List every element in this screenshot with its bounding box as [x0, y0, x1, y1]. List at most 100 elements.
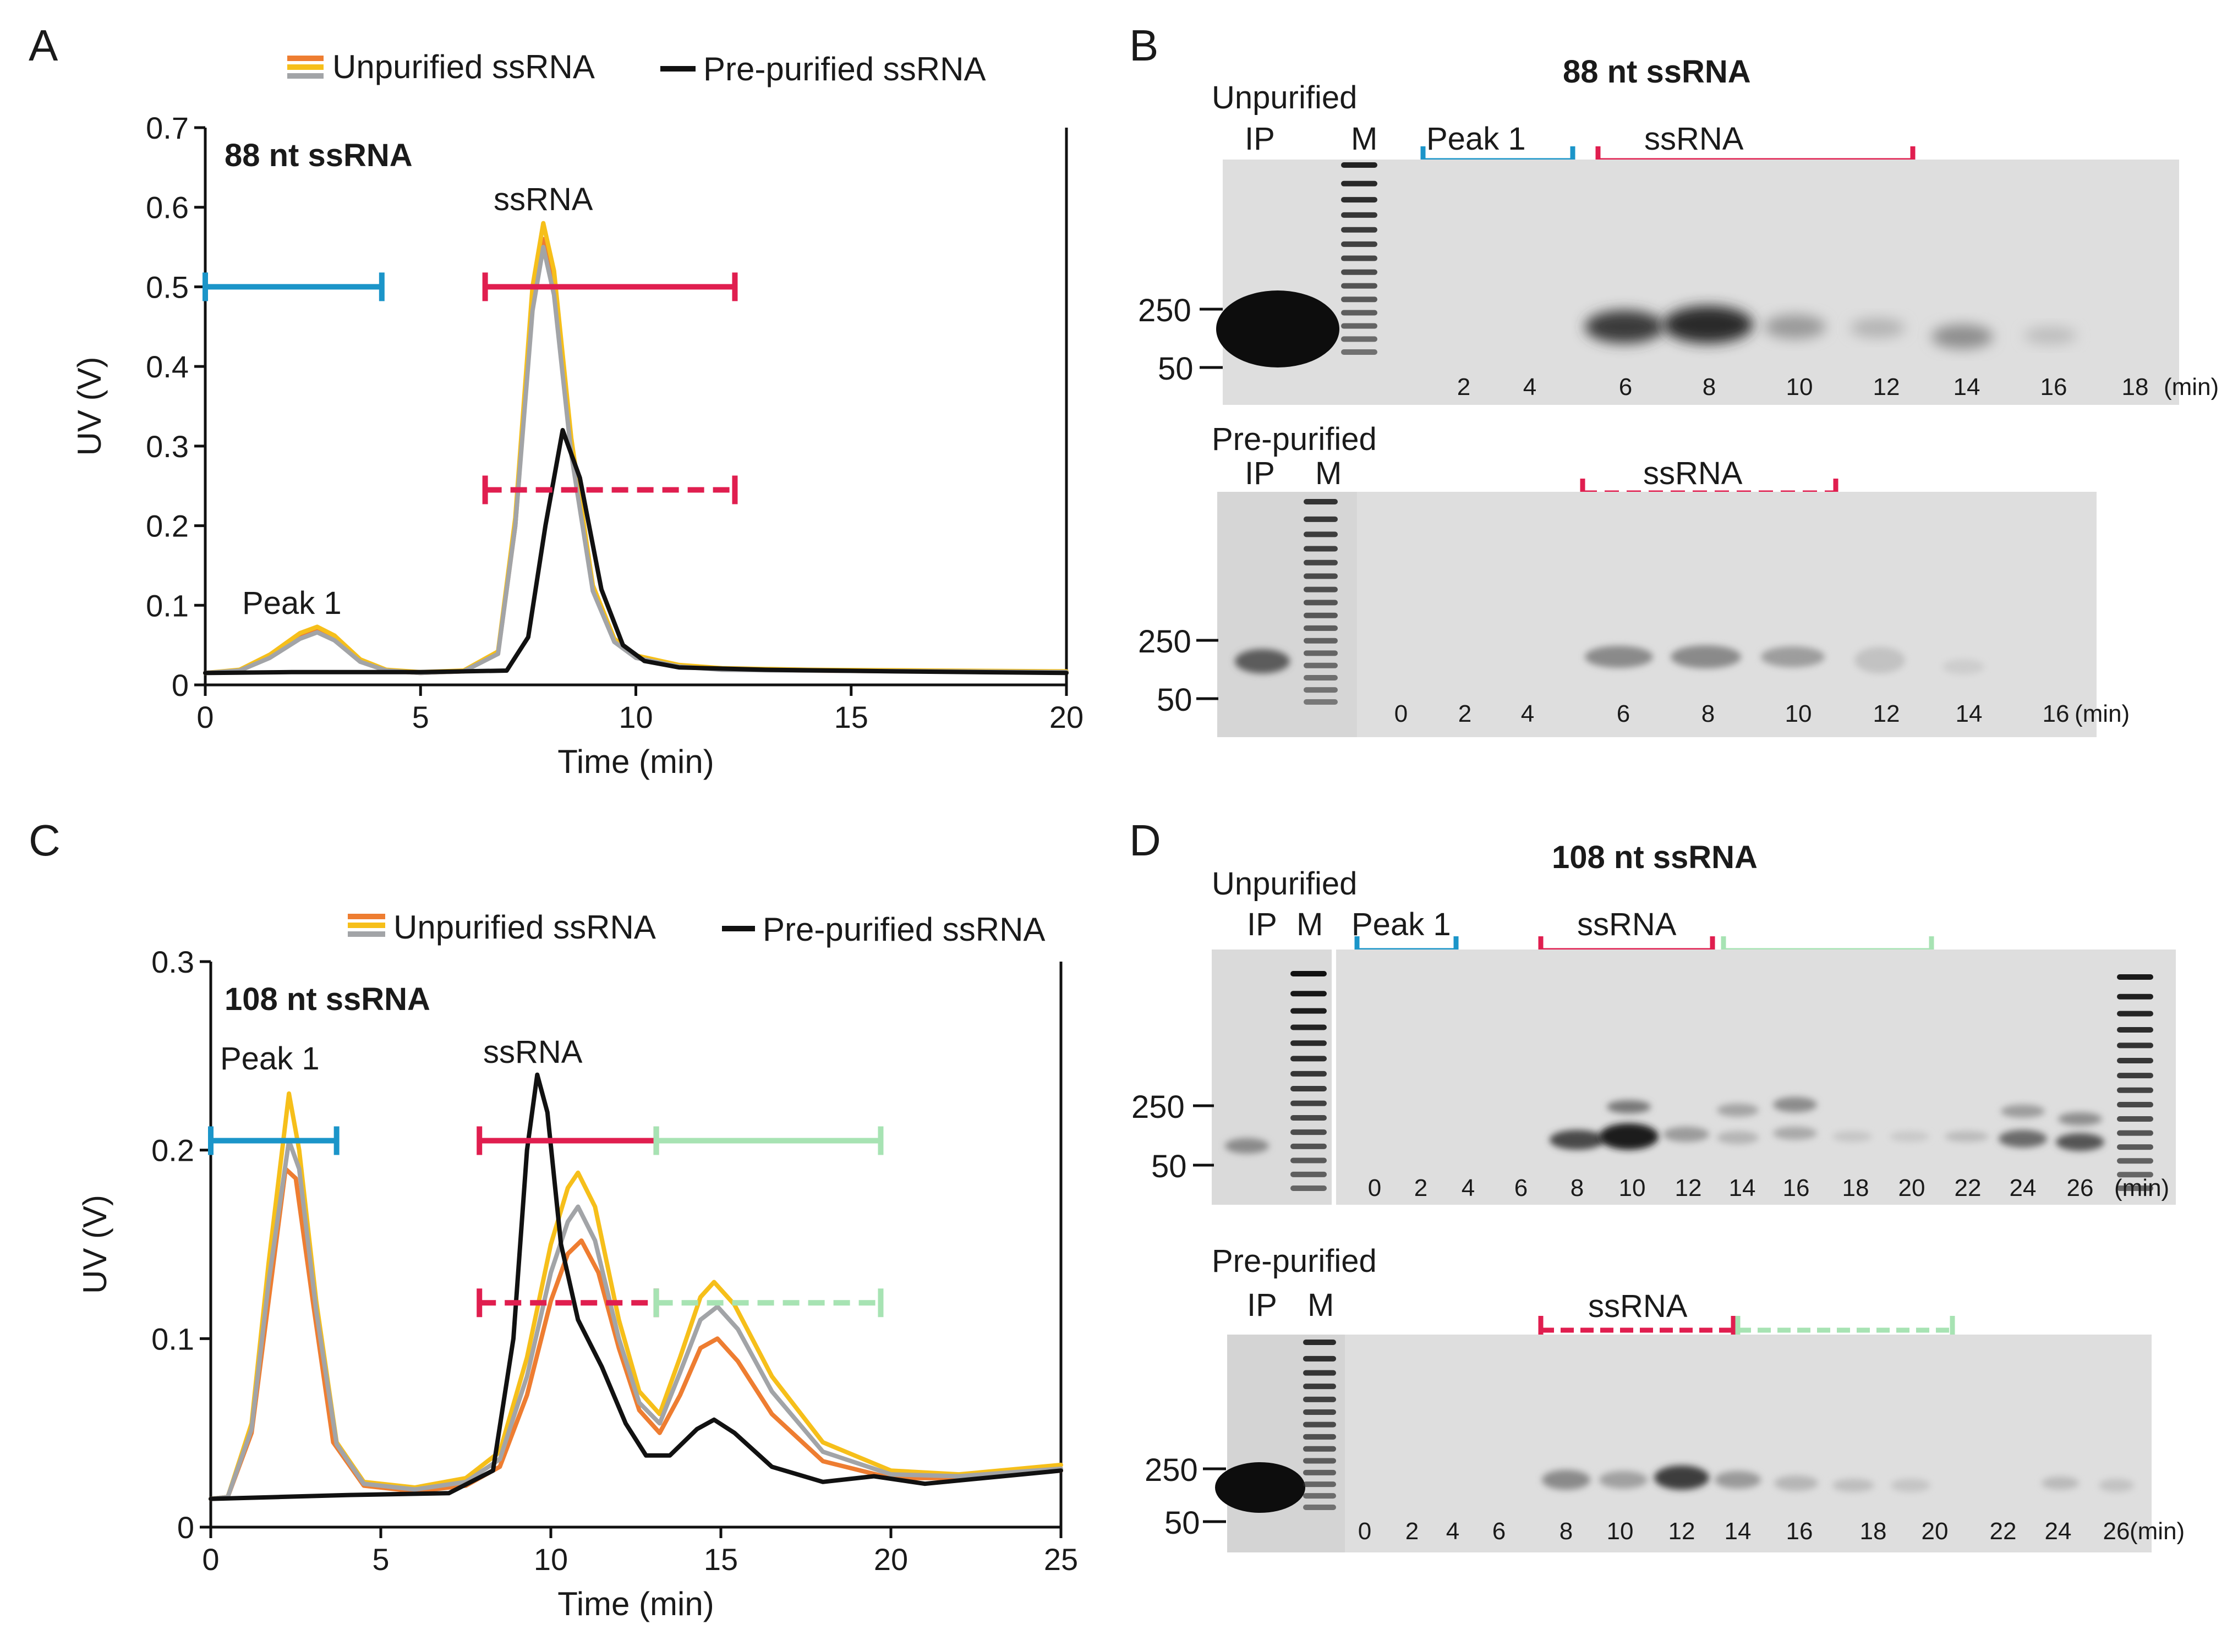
panel-d: D 108 nt ssRNA Unpurified IP M Peak 1 ss… — [1129, 816, 2185, 1552]
ladder-band — [1303, 1355, 1336, 1362]
x-tick-label: 10 — [619, 700, 653, 734]
gel-d-unpurified-ladder-left — [1290, 971, 1327, 1191]
ladder-band — [1290, 1115, 1327, 1121]
gel-d-prepurified-unit: (min) — [2130, 1518, 2185, 1545]
gel-band — [1891, 1479, 1930, 1492]
lane-time-label: 0 — [1368, 1174, 1381, 1201]
lane-time-label: 26 — [2103, 1518, 2130, 1545]
chart-c-title: 108 nt ssRNA — [225, 981, 430, 1017]
x-tick-label: 0 — [202, 1542, 219, 1577]
fraction-bracket — [482, 475, 738, 504]
lane-time-label: 14 — [1954, 374, 1980, 400]
lane-time-label: 18 — [1860, 1518, 1887, 1545]
panel-letter-a: A — [29, 21, 58, 70]
ladder-band — [1341, 310, 1377, 316]
gel-band — [1945, 1131, 1989, 1142]
x-tick-label: 10 — [534, 1542, 568, 1577]
gel-band — [1774, 1475, 1818, 1491]
lane-time-label: 14 — [1956, 700, 1983, 727]
panel-c: C Unpurified ssRNA Pre-purified ssRNA 00… — [29, 816, 1078, 1622]
gel-band — [1773, 1097, 1817, 1112]
gel-band — [1607, 1100, 1651, 1113]
lane-time-label: 6 — [1617, 700, 1630, 727]
ladder-band — [2117, 1144, 2153, 1150]
gel-band — [1585, 646, 1653, 668]
chart-c-peak1-annotation: Peak 1 — [220, 1041, 320, 1077]
ladder-band — [2117, 1042, 2153, 1049]
gel-d-prepurified-ladder — [1303, 1340, 1336, 1510]
gel-d-unpurified-time-labels: 0 2 4 6 8 10 12 14 16 18 20 22 24 26 — [1368, 1174, 2094, 1201]
ladder-band — [1290, 1186, 1327, 1191]
gel-b-prepurified: Pre-purified IP M ssRNA 250 5 — [1138, 421, 2130, 737]
ladder-band — [1304, 573, 1338, 579]
chart-c: 0 0.1 0.2 0.3 0 5 10 15 20 25 Time (min) UV (V) — [76, 945, 1078, 1622]
gel-band — [1854, 647, 1905, 673]
y-tick-label: 0.5 — [146, 270, 189, 304]
ladder-band — [1290, 1171, 1327, 1177]
ladder-band — [1303, 1370, 1336, 1376]
ladder-band — [1341, 269, 1377, 275]
panel-b: B 88 nt ssRNA Unpurified IP M Peak 1 ssR… — [1129, 21, 2219, 737]
chart-a-ssrna-annotation: ssRNA — [494, 182, 593, 217]
gel-b-unpurified-ladder — [1341, 162, 1377, 355]
x-tick-label: 20 — [874, 1542, 908, 1577]
chart-a: 0 0.1 0.2 0.3 0.4 0.5 0.6 0.7 0 5 10 15 20 Time (min)… — [71, 111, 1084, 780]
fraction-bracket — [477, 1288, 659, 1318]
series-line — [209, 1138, 1063, 1501]
ladder-band — [1304, 546, 1338, 552]
gel-d-prepurified-ip-label: IP — [1247, 1287, 1277, 1323]
legend-a: Unpurified ssRNA Pre-purified ssRNA — [287, 48, 986, 87]
ladder-band — [1304, 638, 1338, 644]
gel-band — [1764, 315, 1826, 339]
ladder-band — [2117, 1102, 2153, 1108]
ladder-band — [1290, 1100, 1327, 1106]
y-tick-label: 0.3 — [151, 945, 194, 979]
y-tick-label: 0.2 — [151, 1133, 194, 1168]
lane-time-label: 16 — [1783, 1174, 1810, 1201]
gel-d-prepurified-size-markers: 250 50 — [1145, 1452, 1226, 1541]
gel-d-unpurified-peak1-label: Peak 1 — [1351, 907, 1451, 942]
ladder-band — [1303, 1396, 1336, 1402]
gel-d-prepurified-image — [1227, 1335, 2152, 1552]
gel-band — [1550, 1130, 1605, 1150]
gel-b-prepurified-image — [1217, 492, 2097, 737]
x-tick-label: 5 — [412, 700, 429, 734]
panel-letter-d: D — [1129, 816, 1161, 865]
ladder-band — [1304, 531, 1338, 537]
panel-b-title: 88 nt ssRNA — [1563, 54, 1751, 90]
gel-b-prepurified-m-label: M — [1315, 455, 1342, 491]
lane-time-label: 26 — [2067, 1174, 2094, 1201]
lane-time-label: 16 — [2043, 700, 2070, 727]
ladder-band — [1341, 283, 1377, 289]
lane-time-label: 10 — [1786, 374, 1813, 400]
panel-d-title: 108 nt ssRNA — [1552, 839, 1758, 875]
gel-b-prepurified-ip-label: IP — [1245, 455, 1275, 491]
size-marker-250: 250 — [1138, 624, 1191, 660]
ladder-band — [1341, 336, 1377, 342]
lane-time-label: 18 — [2122, 374, 2149, 400]
ladder-band — [1303, 1458, 1336, 1464]
lane-time-label: 2 — [1414, 1174, 1427, 1201]
gel-b-prepurified-ssrna-label: ssRNA — [1643, 455, 1743, 491]
lane-time-label: 10 — [1785, 700, 1812, 727]
y-tick-label: 0.4 — [146, 349, 189, 384]
legend-a-prepurified-label: Pre-purified ssRNA — [703, 51, 986, 87]
ladder-band — [1341, 212, 1377, 218]
gel-band — [1225, 1138, 1269, 1154]
lane-time-label: 2 — [1457, 374, 1470, 400]
gel-b-prepurified-ladder — [1304, 499, 1338, 705]
panel-letter-c: C — [29, 816, 61, 865]
x-axis-label: Time (min) — [557, 743, 714, 780]
ladder-band — [2117, 1058, 2153, 1064]
gel-d-unpurified-image-left — [1212, 950, 1332, 1205]
ladder-band — [2117, 1172, 2153, 1178]
ladder-band — [2117, 1130, 2153, 1136]
ladder-band — [1303, 1409, 1336, 1415]
gel-b-prepurified-size-markers: 250 50 — [1138, 624, 1218, 718]
x-tick-label: 20 — [1049, 700, 1084, 734]
lane-time-label: 8 — [1560, 1518, 1573, 1545]
gel-band — [1542, 1470, 1590, 1490]
gel-d-unpurified-ip-label: IP — [1247, 907, 1277, 942]
gel-band — [1663, 306, 1753, 343]
